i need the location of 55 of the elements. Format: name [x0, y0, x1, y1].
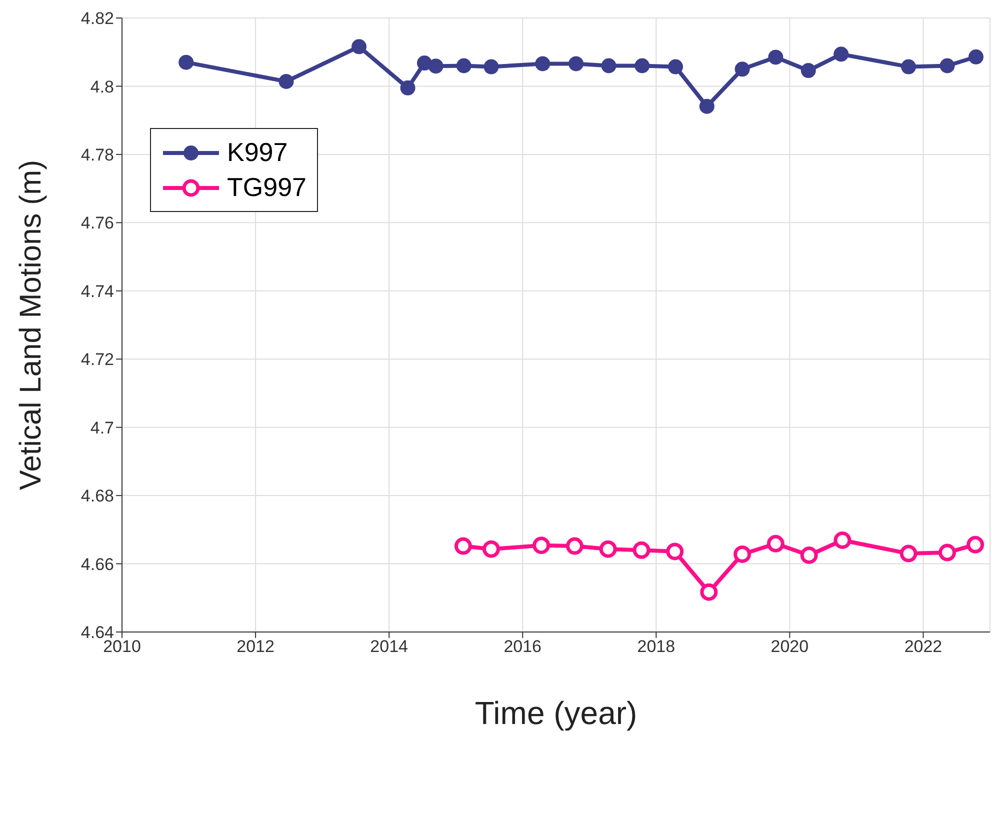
x-tick-label: 2012	[236, 637, 274, 656]
y-tick-label: 4.76	[80, 214, 114, 233]
point	[668, 59, 684, 74]
point	[900, 544, 918, 562]
y-tick-label: 4.72	[80, 350, 114, 370]
point	[734, 545, 752, 563]
point	[566, 537, 584, 555]
y-tick-label: 4.82	[80, 9, 114, 28]
point	[428, 58, 444, 74]
point	[768, 50, 784, 65]
point	[599, 540, 617, 558]
y-tick-label: 4.7	[90, 418, 114, 438]
point	[700, 583, 718, 601]
x-tick-label: 2016	[504, 637, 542, 656]
point	[666, 542, 684, 560]
point	[632, 541, 650, 559]
y-tick-label: 4.68	[80, 486, 114, 506]
x-axis-title: Time (year)	[474, 695, 638, 731]
point	[968, 49, 984, 64]
legend-label: TG997	[227, 172, 306, 203]
point	[400, 80, 416, 96]
point	[800, 546, 818, 564]
point	[601, 58, 616, 74]
point	[834, 531, 852, 549]
point	[800, 63, 816, 78]
point	[482, 540, 500, 558]
point	[766, 534, 784, 552]
point	[901, 59, 916, 74]
x-tick-label: 2010	[103, 637, 141, 656]
point	[178, 54, 194, 70]
y-tick-label: 4.66	[80, 554, 114, 574]
legend-label: K997	[227, 137, 288, 168]
x-tick-label: 2018	[637, 637, 676, 656]
point	[966, 536, 984, 554]
y-axis-title: Vetical Land Motions (m)	[14, 160, 48, 490]
point	[278, 74, 294, 89]
point	[568, 56, 584, 72]
point	[634, 58, 650, 74]
x-tick-label: 2020	[770, 637, 809, 656]
y-tick-label: 4.74	[80, 282, 114, 301]
point	[699, 98, 714, 114]
point	[454, 537, 472, 555]
point	[834, 46, 849, 62]
y-tick-label: 4.8	[90, 77, 114, 96]
y-tick-label: 4.78	[80, 145, 114, 164]
point	[484, 59, 499, 74]
point	[940, 58, 955, 74]
x-tick-label: 2014	[370, 637, 408, 656]
x-tick-label: 2022	[904, 637, 942, 656]
point	[352, 39, 367, 54]
point	[532, 536, 550, 554]
point	[938, 544, 956, 562]
point	[456, 58, 472, 74]
point	[535, 56, 550, 72]
point	[734, 62, 750, 77]
